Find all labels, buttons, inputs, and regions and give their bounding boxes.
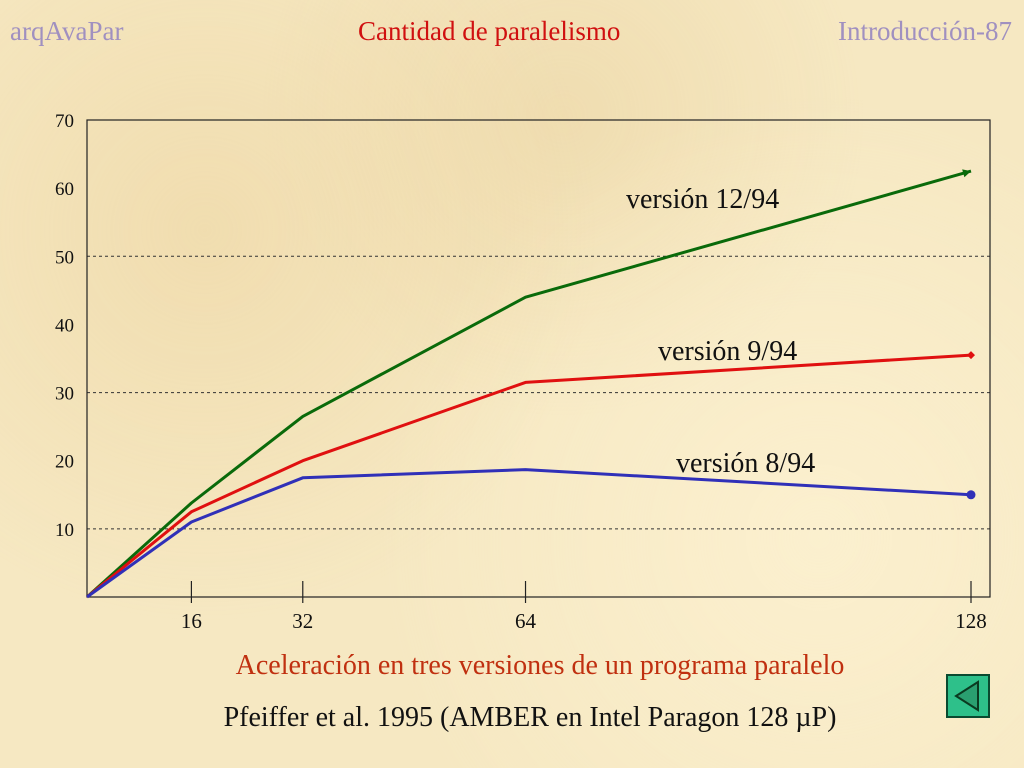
series-label: versión 8/94 xyxy=(676,448,815,479)
series-marker-circle xyxy=(966,490,976,500)
x-tick-label: 128 xyxy=(955,609,987,633)
header-right: Introducción-87 xyxy=(838,16,1012,46)
back-triangle-icon xyxy=(954,680,979,712)
series-marker-arrow xyxy=(962,169,971,178)
speedup-line-chart: 10 20 30 40 50 60 70 16 32 64 128 versión 12/94 ve… xyxy=(55,111,991,633)
y-tick-label: 40 xyxy=(55,315,74,336)
plot-frame xyxy=(86,119,991,598)
header-left: arqAvaPar xyxy=(10,16,124,46)
y-tick-label: 60 xyxy=(55,179,74,200)
y-tick-label: 30 xyxy=(55,384,74,405)
series-label: versión 9/94 xyxy=(658,336,797,367)
y-tick-label: 10 xyxy=(55,520,74,541)
y-tick-label: 70 xyxy=(55,111,74,132)
series-line-2 xyxy=(86,468,972,599)
series-line-0 xyxy=(85,169,972,599)
x-tick-label: 32 xyxy=(292,609,313,633)
y-tick-label: 20 xyxy=(55,452,74,473)
chart-citation: Pfeiffer et al. 1995 (AMBER en Intel Par… xyxy=(223,702,837,733)
x-tick-label: 64 xyxy=(515,609,537,633)
x-tick-label: 16 xyxy=(181,609,202,633)
chart-caption: Aceleración en tres versiones de un prog… xyxy=(235,650,845,681)
back-button[interactable] xyxy=(946,674,990,718)
series-marker-diamond xyxy=(967,351,975,360)
series-line-1 xyxy=(86,353,972,599)
slide-title: Cantidad de paralelismo xyxy=(358,16,621,46)
y-tick-label: 50 xyxy=(55,247,74,268)
series-label: versión 12/94 xyxy=(626,184,779,215)
